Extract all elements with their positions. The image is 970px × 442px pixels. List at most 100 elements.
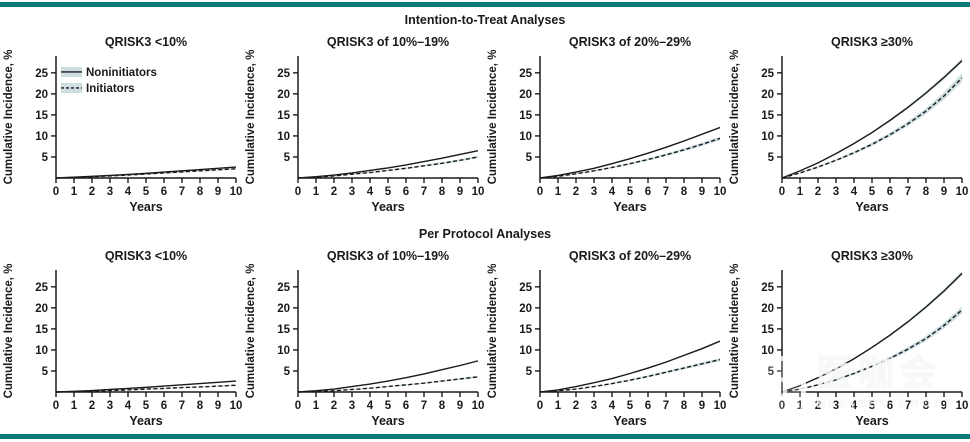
svg-text:10: 10 [956,400,968,412]
panel-itt-qrisk3-20-29: QRISK3 of 20%–29% Cumulative Incidence, %… [484,30,726,214]
svg-text:20: 20 [277,89,290,101]
svg-text:Years: Years [129,200,162,214]
svg-text:15: 15 [761,110,774,122]
svg-text:Cumulative Incidence, %: Cumulative Incidence, % [487,50,499,185]
svg-text:5: 5 [385,186,392,198]
svg-text:QRISK3 of 10%–19%: QRISK3 of 10%–19% [327,35,449,49]
svg-text:25: 25 [277,68,290,80]
svg-text:2: 2 [89,400,95,412]
svg-text:QRISK3 <10%: QRISK3 <10% [105,35,187,49]
svg-text:0: 0 [537,400,543,412]
svg-text:20: 20 [277,303,290,315]
svg-text:0: 0 [53,186,59,198]
svg-text:9: 9 [457,186,463,198]
bottom-rule [0,434,970,439]
svg-text:25: 25 [277,282,290,294]
svg-text:8: 8 [923,400,930,412]
svg-text:9: 9 [941,186,947,198]
svg-text:10: 10 [714,400,726,412]
svg-text:9: 9 [699,186,705,198]
svg-text:25: 25 [519,68,532,80]
svg-text:4: 4 [367,186,374,198]
svg-text:Cumulative Incidence, %: Cumulative Incidence, % [729,264,741,399]
svg-text:Years: Years [371,414,404,428]
svg-text:25: 25 [35,68,48,80]
svg-text:8: 8 [681,400,688,412]
plot-svg: QRISK3 of 10%–19% Cumulative Incidence, %… [245,249,484,428]
plot-svg: QRISK3 of 20%–29% Cumulative Incidence, %… [487,249,726,428]
svg-text:2: 2 [815,400,821,412]
svg-text:2: 2 [89,186,95,198]
svg-text:Initiators: Initiators [86,83,135,95]
svg-text:5: 5 [42,152,49,164]
svg-text:10: 10 [714,186,726,198]
svg-text:7: 7 [905,186,911,198]
svg-text:3: 3 [349,400,355,412]
svg-text:6: 6 [645,400,651,412]
svg-text:6: 6 [161,400,167,412]
svg-text:7: 7 [179,186,185,198]
svg-text:2: 2 [331,186,337,198]
svg-text:Years: Years [855,414,888,428]
svg-text:5: 5 [284,366,291,378]
svg-text:Years: Years [613,414,646,428]
svg-text:15: 15 [761,324,774,336]
svg-text:25: 25 [761,282,774,294]
svg-text:Cumulative Incidence, %: Cumulative Incidence, % [487,264,499,399]
svg-text:6: 6 [887,400,893,412]
svg-text:5: 5 [768,366,775,378]
svg-text:8: 8 [439,400,446,412]
svg-text:10: 10 [35,131,48,143]
svg-text:20: 20 [519,303,532,315]
svg-text:Cumulative Incidence, %: Cumulative Incidence, % [245,264,257,399]
svg-text:10: 10 [230,186,242,198]
svg-text:10: 10 [519,131,532,143]
svg-text:5: 5 [526,366,533,378]
svg-text:4: 4 [609,400,616,412]
svg-text:9: 9 [215,400,221,412]
plot-svg: QRISK3 of 20%–29% Cumulative Incidence, %… [487,35,726,214]
svg-text:QRISK3 ≥30%: QRISK3 ≥30% [831,249,913,263]
svg-text:7: 7 [179,400,185,412]
svg-text:5: 5 [768,152,775,164]
svg-text:10: 10 [277,131,290,143]
svg-text:3: 3 [349,186,355,198]
svg-text:6: 6 [403,400,409,412]
svg-text:Years: Years [129,414,162,428]
svg-text:6: 6 [403,186,409,198]
plot-svg: QRISK3 of 10%–19% Cumulative Incidence, %… [245,35,484,214]
svg-text:8: 8 [197,400,204,412]
svg-text:0: 0 [53,400,59,412]
svg-text:Years: Years [855,200,888,214]
svg-text:5: 5 [284,152,291,164]
svg-text:1: 1 [313,186,320,198]
svg-text:Cumulative Incidence, %: Cumulative Incidence, % [729,50,741,185]
svg-text:2: 2 [573,400,579,412]
svg-text:0: 0 [295,400,301,412]
svg-text:5: 5 [627,400,634,412]
row-title-intention-to-treat: Intention-to-Treat Analyses [404,13,566,27]
svg-text:QRISK3 of 10%–19%: QRISK3 of 10%–19% [327,249,449,263]
svg-text:7: 7 [421,400,427,412]
panel-pp-qrisk3-ge30: QRISK3 ≥30% Cumulative Incidence, % 5 10 15 2… [726,244,968,428]
svg-text:6: 6 [161,186,167,198]
svg-text:Noninitiators: Noninitiators [86,67,157,79]
svg-text:1: 1 [797,400,804,412]
svg-text:3: 3 [591,400,597,412]
svg-text:0: 0 [779,400,785,412]
svg-text:25: 25 [35,282,48,294]
svg-text:4: 4 [851,186,858,198]
svg-text:10: 10 [472,186,484,198]
svg-text:0: 0 [537,186,543,198]
svg-text:2: 2 [815,186,821,198]
svg-text:5: 5 [385,400,392,412]
svg-text:8: 8 [439,186,446,198]
plot-svg: QRISK3 <10%Cumulative Incidence, % 510152… [3,35,242,214]
svg-text:10: 10 [277,345,290,357]
svg-text:9: 9 [457,400,463,412]
svg-text:20: 20 [519,89,532,101]
svg-text:6: 6 [645,186,651,198]
svg-text:3: 3 [591,186,597,198]
svg-text:10: 10 [761,131,774,143]
